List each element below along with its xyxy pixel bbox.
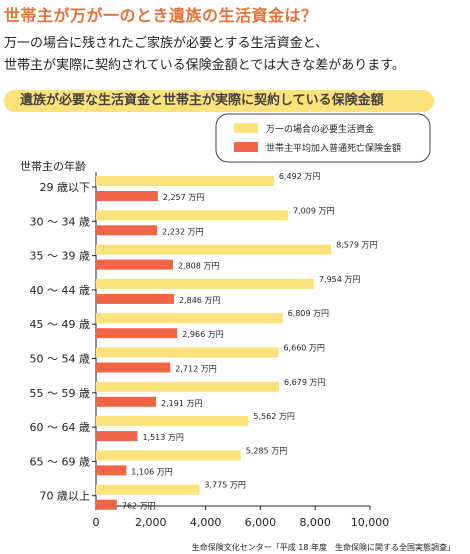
source-note: 生命保険文化センター「平成 18 年度 生命保険に関する全国実態調査」 [192, 542, 455, 552]
bar-insured [96, 191, 158, 201]
data-label-insured: 2,191 万円 [161, 399, 202, 408]
intro-line-2: 世帯主が実際に契約されている保険金額とでは大きな差があります。 [4, 58, 405, 73]
x-tick-label: 6,000 [245, 516, 277, 529]
y-tick-label: 65 ～ 69 歳 [30, 455, 90, 468]
bar-needed [96, 176, 274, 186]
data-label-needed: 3,775 万円 [204, 481, 245, 490]
data-label-insured: 2,712 万円 [175, 365, 216, 374]
legend-label-needed: 万一の場合の必要生活資金 [266, 123, 374, 135]
bar-needed [96, 484, 200, 495]
bar-insured [96, 499, 117, 510]
legend-swatch-needed [234, 123, 258, 133]
y-tick-label: 70 歳以上 [40, 490, 91, 503]
x-tick-label: 10,000 [351, 516, 390, 529]
bar-needed [96, 210, 289, 221]
data-label-needed: 6,660 万円 [283, 344, 324, 353]
x-tick-label: 0 [93, 516, 100, 529]
bar-insured [96, 225, 158, 236]
bar-needed [96, 313, 283, 324]
data-label-insured: 762 万円 [122, 502, 156, 511]
data-label-needed: 6,809 万円 [288, 309, 329, 318]
y-tick-label: 45 ～ 49 歳 [30, 318, 90, 331]
bar-insured [96, 431, 138, 442]
bar-needed [96, 347, 279, 358]
data-label-needed: 6,492 万円 [279, 172, 320, 181]
bar-insured [96, 328, 178, 339]
data-label-needed: 5,562 万円 [253, 412, 294, 421]
bar-insured [96, 293, 174, 304]
chart-banner: 遺族が必要な生活資金と世帯主が実際に契約している保険金額 [4, 90, 434, 112]
bar-needed [96, 416, 249, 427]
intro-line-1: 万一の場合に残されたご家族が必要とする生活資金と、 [4, 36, 329, 51]
legend-box [215, 113, 431, 163]
intro-text: 万一の場合に残されたご家族が必要とする生活資金と、 世帯主が実際に契約されている… [4, 33, 464, 77]
bar-needed [96, 244, 332, 255]
data-label-needed: 6,679 万円 [284, 378, 325, 387]
y-tick-label: 30 ～ 34 歳 [30, 215, 90, 228]
y-tick-label: 50 ～ 54 歳 [30, 353, 90, 366]
data-label-insured: 1,106 万円 [131, 467, 172, 476]
data-label-needed: 7,009 万円 [293, 206, 334, 215]
x-tick-label: 2,000 [135, 516, 167, 529]
bar-needed [96, 381, 280, 392]
data-label-needed: 8,579 万円 [336, 241, 377, 250]
x-tick-label: 4,000 [190, 516, 222, 529]
legend-label-insured: 世帯主平均加入普通死亡保険金額 [266, 142, 401, 154]
bar-needed [96, 278, 314, 289]
data-label-needed: 7,954 万円 [319, 275, 360, 284]
data-label-insured: 2,846 万円 [179, 296, 220, 305]
bar-insured [96, 362, 171, 373]
bar-insured [96, 259, 173, 270]
y-axis-title: 世帯主の年齢 [20, 159, 86, 173]
bar-insured [96, 465, 127, 476]
data-label-insured: 2,808 万円 [178, 262, 219, 271]
data-label-needed: 5,285 万円 [246, 446, 287, 455]
x-tick-label: 8,000 [299, 516, 331, 529]
data-label-insured: 1,513 万円 [142, 433, 183, 442]
legend-swatch-insured [234, 142, 258, 152]
bar-needed [96, 450, 241, 461]
data-label-insured: 2,257 万円 [163, 193, 204, 202]
data-label-insured: 2,966 万円 [182, 330, 223, 339]
bar-insured [96, 396, 157, 407]
y-tick-label: 40 ～ 44 歳 [30, 284, 90, 297]
y-tick-label: 55 ～ 59 歳 [30, 387, 90, 400]
y-tick-label: 35 ～ 39 歳 [30, 250, 90, 263]
data-label-insured: 2,232 万円 [162, 227, 203, 236]
y-tick-label: 29 歳以下 [40, 181, 91, 194]
page-title: 世帯主が万が一のとき遺族の生活資金は？ [4, 6, 318, 25]
y-tick-label: 60 ～ 64 歳 [30, 421, 90, 434]
